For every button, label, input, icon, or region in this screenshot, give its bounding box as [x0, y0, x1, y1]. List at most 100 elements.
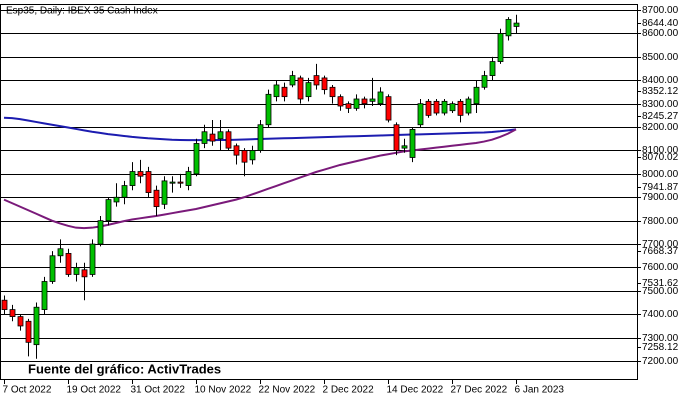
y-tick-label: 8352.12: [642, 86, 679, 97]
candle-body: [313, 75, 320, 86]
x-tick-label: 6 Jan 2023: [515, 385, 565, 396]
y-tick-label: 7500.00: [642, 286, 679, 297]
candle-body: [433, 100, 440, 114]
y-tick-label: 7941.87: [642, 182, 679, 193]
y-tick-label: 7800.00: [642, 216, 679, 227]
candle-body: [257, 124, 264, 151]
candle-body: [425, 100, 432, 116]
candle-body: [249, 150, 256, 161]
candle-body: [393, 124, 400, 151]
candle-body: [329, 86, 336, 98]
candle-body: [385, 96, 392, 121]
candle-body: [73, 267, 80, 275]
candle-body: [153, 189, 160, 208]
candle-body: [121, 185, 128, 198]
candle-body: [345, 103, 352, 109]
candle-body: [177, 181, 184, 184]
candle-body: [33, 306, 40, 346]
candle-body: [57, 248, 64, 257]
candle-body: [353, 98, 360, 109]
candle-body: [481, 75, 488, 88]
candle-body: [209, 133, 216, 142]
candle-body: [161, 180, 168, 205]
y-tick-label: 7200.00: [642, 356, 679, 367]
y-tick-label: 8000.00: [642, 169, 679, 180]
candle-body: [289, 75, 296, 86]
candle-body: [81, 269, 88, 278]
candle-body: [89, 243, 96, 275]
plot-frame: [0, 4, 638, 380]
x-tick-label: 14 Dec 2022: [387, 385, 444, 396]
y-tick-label: 8600.00: [642, 28, 679, 39]
candle-body: [145, 171, 152, 193]
y-tick-label: 8500.00: [642, 52, 679, 63]
candle-body: [297, 77, 304, 100]
y-tick-label: 7900.00: [642, 192, 679, 203]
y-tick-label: 8245.27: [642, 111, 679, 122]
candle-body: [321, 77, 328, 91]
candle-body: [409, 129, 416, 158]
candle-body: [473, 86, 480, 105]
candle-body: [457, 100, 464, 116]
candle-body: [233, 145, 240, 156]
candles: [1, 14, 520, 359]
candle-body: [185, 171, 192, 186]
moving-average-line: [3, 128, 517, 230]
y-tick-label: 8400.00: [642, 75, 679, 86]
x-tick-label: 19 Oct 2022: [67, 385, 122, 396]
candle-body: [361, 98, 368, 105]
candle-body: [281, 86, 288, 98]
candle-body: [1, 299, 8, 310]
x-tick-label: 2 Dec 2022: [323, 385, 375, 396]
candle-body: [49, 255, 56, 282]
candle-body: [225, 131, 232, 149]
y-tick-label: 7668.37: [642, 246, 679, 257]
y-tick-label: 8644.40: [642, 18, 679, 29]
candle-body: [337, 96, 344, 107]
grid: [0, 10, 638, 362]
candle-body: [377, 91, 384, 105]
y-tick-label: 8100.00: [642, 145, 679, 156]
candle-body: [65, 253, 72, 275]
candle-body: [489, 61, 496, 76]
y-tick-label: 8070.02: [642, 152, 679, 163]
candle-body: [97, 220, 104, 245]
candle-body: [201, 131, 208, 144]
candle-body: [465, 98, 472, 114]
candle-body: [129, 171, 136, 186]
y-tick-label: 7300.00: [642, 333, 679, 344]
candle-body: [369, 98, 376, 102]
y-tick-label: 7700.00: [642, 239, 679, 250]
y-tick-label: 7258.12: [642, 342, 679, 353]
candle-body: [25, 320, 32, 343]
y-tick-label: 8200.00: [642, 122, 679, 133]
candle-body: [449, 103, 456, 112]
y-tick-label: 8700.00: [642, 5, 679, 16]
candle-body: [17, 316, 24, 327]
x-tick-label: 7 Oct 2022: [3, 385, 52, 396]
x-tick-label: 10 Nov 2022: [195, 385, 252, 396]
candle-body: [169, 181, 176, 184]
candle-body: [513, 22, 520, 27]
x-tick-label: 22 Nov 2022: [259, 385, 316, 396]
candle-body: [505, 19, 512, 37]
candle-body: [441, 100, 448, 114]
candle-body: [273, 84, 280, 98]
candle-body: [105, 199, 112, 222]
candle-body: [9, 309, 16, 317]
source-annotation: Fuente del gráfico: ActivTrades: [28, 361, 221, 376]
candle-body: [265, 93, 272, 126]
candle-body: [193, 143, 200, 175]
y-tick-label: 8300.00: [642, 99, 679, 110]
candle-body: [417, 103, 424, 126]
y-tick-label: 7531.62: [642, 278, 679, 289]
candle-body: [401, 145, 408, 149]
candle-body: [305, 82, 312, 98]
candle-body: [217, 131, 224, 140]
candle-body: [41, 281, 48, 310]
candle-body: [137, 171, 144, 177]
y-tick-label: 7400.00: [642, 309, 679, 320]
